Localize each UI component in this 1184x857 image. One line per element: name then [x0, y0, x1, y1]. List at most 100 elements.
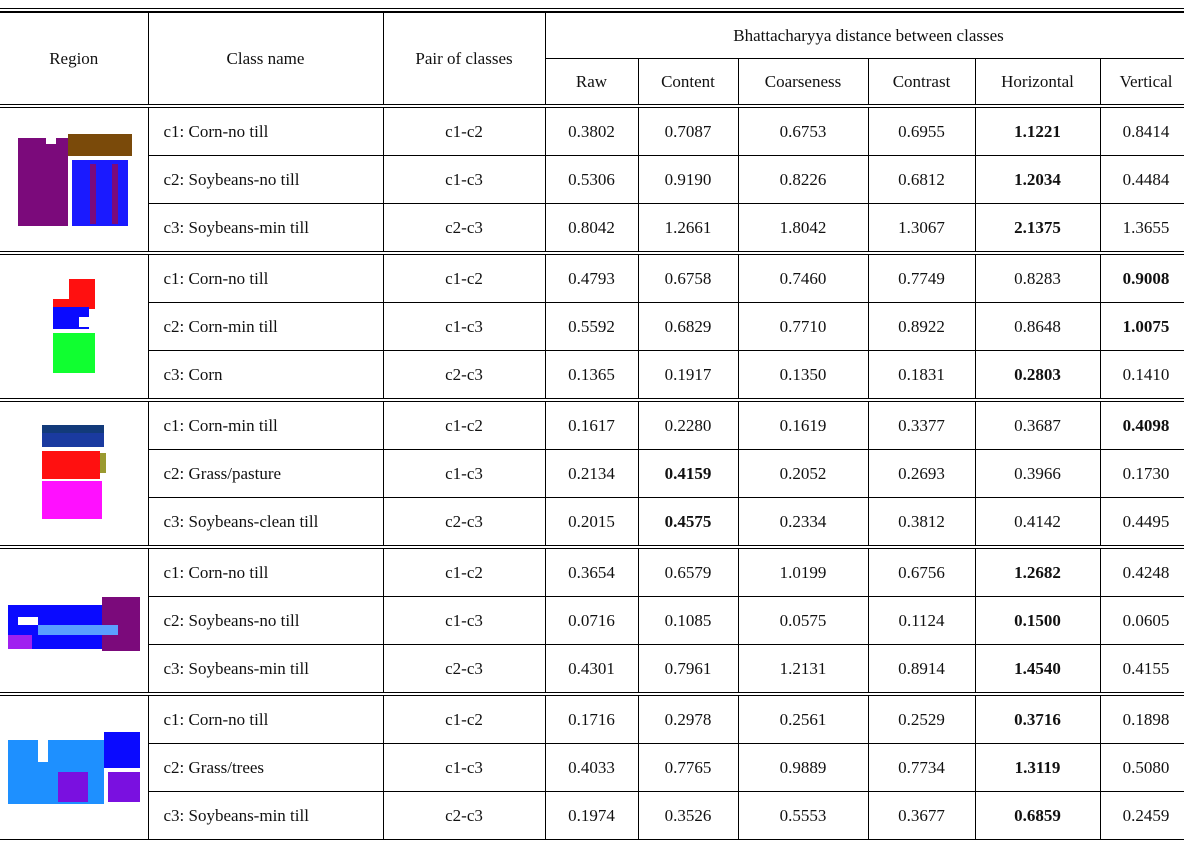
region-image	[15, 133, 132, 226]
table-row: c2: Grass/trees c1-c3 0.4033 0.7765 0.9889 0.…	[0, 743, 1184, 792]
table-row: c3: Soybeans-min till c2-c3 0.4301 0.7961 1.…	[0, 644, 1184, 695]
distance-cell: 0.1365	[544, 350, 639, 401]
distance-cell: 0.8226	[737, 155, 869, 204]
distance-cell: 0.1124	[867, 596, 976, 645]
distance-cell: 0.6753	[737, 104, 869, 156]
distance-cell: 1.4540	[974, 644, 1101, 695]
pair-cell: c1-c3	[382, 155, 546, 204]
pair-cell: c1-c3	[382, 302, 546, 351]
table-row: c1: Corn-no till c1-c2 0.4793 0.6758 0.7460 0…	[0, 251, 1184, 401]
distance-cell: 0.8283	[974, 251, 1101, 303]
distance-cell: 0.1831	[867, 350, 976, 401]
class-name: c2: Soybeans-no till	[148, 155, 384, 204]
table-row: c3: Corn c2-c3 0.1365 0.1917 0.1350 0.1831 0.2…	[0, 350, 1184, 401]
header-cell: Pair of classes	[382, 12, 546, 107]
distance-cell: 0.8914	[867, 644, 976, 695]
region-patch	[17, 137, 68, 226]
distance-cell: 0.5553	[737, 791, 869, 840]
distance-cell: 0.5080	[1099, 743, 1184, 792]
distance-cell: 0.3802	[544, 104, 639, 156]
header-cell: Horizontal	[974, 58, 1101, 107]
distance-cell: 0.3377	[867, 398, 976, 450]
distance-cell: 0.4155	[1099, 644, 1184, 695]
distance-cell: 0.4159	[637, 449, 739, 498]
distance-cell: 0.4142	[974, 497, 1101, 548]
table-row: c2: Soybeans-no till c1-c3 0.5306 0.9190 0.8…	[0, 155, 1184, 204]
header-cell: Contrast	[867, 58, 976, 107]
distance-cell: 0.1350	[737, 350, 869, 401]
distance-cell: 0.2334	[737, 497, 869, 548]
distance-cell: 0.7961	[637, 644, 739, 695]
distance-cell: 0.3716	[974, 692, 1101, 744]
distance-cell: 1.2661	[637, 203, 739, 254]
distance-cell: 0.9008	[1099, 251, 1184, 303]
distance-cell: 0.3812	[867, 497, 976, 548]
class-name: c1: Corn-no till	[147, 545, 384, 597]
table-header: Region Class name Pair of classes Bhatta…	[0, 12, 1184, 107]
region-patch	[7, 739, 104, 804]
distance-cell: 0.1974	[544, 791, 639, 840]
distance-cell: 0.2561	[737, 692, 869, 744]
table-row: c2: Corn-min till c1-c3 0.5592 0.6829 0.7710…	[0, 302, 1184, 351]
region-patch	[101, 596, 140, 651]
distance-cell: 0.5306	[544, 155, 639, 204]
distance-cell: 0.2693	[867, 449, 976, 498]
pair-cell: c1-c2	[382, 692, 546, 744]
distance-cell: 0.2529	[867, 692, 976, 744]
distance-table: Region Class name Pair of classes Bhatta…	[0, 12, 1184, 840]
class-name: c2: Soybeans-no till	[148, 596, 384, 645]
class-name: c1: Corn-no till	[147, 692, 384, 744]
class-name: c2: Grass/pasture	[148, 449, 384, 498]
table-row: c1: Corn-no till c1-c2 0.3802 0.7087 0.6753 0…	[0, 104, 1184, 254]
distance-cell: 0.2134	[544, 449, 639, 498]
class-name: c3: Soybeans-min till	[148, 644, 384, 695]
distance-cell: 0.4098	[1099, 398, 1184, 450]
class-name: c3: Soybeans-min till	[148, 203, 384, 254]
region-cell	[0, 545, 149, 695]
distance-cell: 0.2280	[637, 398, 739, 450]
distance-cell: 0.3966	[974, 449, 1101, 498]
header-cell: Class name	[147, 12, 384, 107]
pair-cell: c2-c3	[382, 350, 546, 401]
header-cell: Raw	[545, 58, 639, 107]
distance-cell: 1.3655	[1099, 203, 1184, 254]
table-row: c2: Soybeans-no till c1-c3 0.0716 0.1085 0.0…	[0, 596, 1184, 645]
header-cell: Content	[637, 58, 739, 107]
distance-cell: 2.1375	[974, 203, 1101, 254]
header-cell: Coarseness	[737, 58, 869, 107]
distance-cell: 0.6859	[974, 791, 1101, 840]
distance-cell: 1.3067	[867, 203, 976, 254]
distance-cell: 0.4484	[1099, 155, 1184, 204]
distance-cell: 1.0199	[737, 545, 869, 597]
distance-cell: 0.1917	[637, 350, 739, 401]
distance-cell: 0.1619	[737, 398, 869, 450]
distance-cell: 0.4301	[544, 644, 639, 695]
region-patch	[17, 616, 38, 625]
distance-cell: 0.1410	[1099, 350, 1184, 401]
distance-cell: 0.9190	[637, 155, 739, 204]
distance-cell: 0.7765	[637, 743, 739, 792]
pair-cell: c1-c2	[382, 251, 546, 303]
table-row: c1: Corn-min till c1-c2 0.1617 0.2280 0.1619…	[0, 398, 1184, 548]
class-name: c3: Soybeans-min till	[148, 791, 384, 840]
distance-cell: 0.7749	[867, 251, 976, 303]
distance-cell: 0.6812	[867, 155, 976, 204]
table-row: c1: Corn-no till c1-c2 0.1716 0.2978 0.2561 0…	[0, 692, 1184, 840]
region-patch	[41, 480, 102, 519]
header-span: Bhattacharyya distance between classes	[544, 12, 1184, 59]
distance-cell: 1.2682	[974, 545, 1101, 597]
distance-cell: 0.1898	[1099, 692, 1184, 744]
table-row: c3: Soybeans-clean till c2-c3 0.2015 0.4575…	[0, 497, 1184, 548]
table-row: c3: Soybeans-min till c2-c3 0.1974 0.3526 0.…	[0, 791, 1184, 840]
region-patch	[41, 424, 104, 433]
distance-cell: 1.0075	[1099, 302, 1184, 351]
distance-cell: 0.1085	[637, 596, 739, 645]
region-patch	[103, 731, 140, 768]
distance-cell: 0.7460	[737, 251, 869, 303]
distance-cell: 0.4495	[1099, 497, 1184, 548]
distance-cell: 0.8414	[1099, 104, 1184, 156]
distance-cell: 0.3677	[867, 791, 976, 840]
region-patch	[67, 133, 132, 156]
region-cell	[0, 251, 149, 401]
region-cell	[0, 104, 149, 254]
